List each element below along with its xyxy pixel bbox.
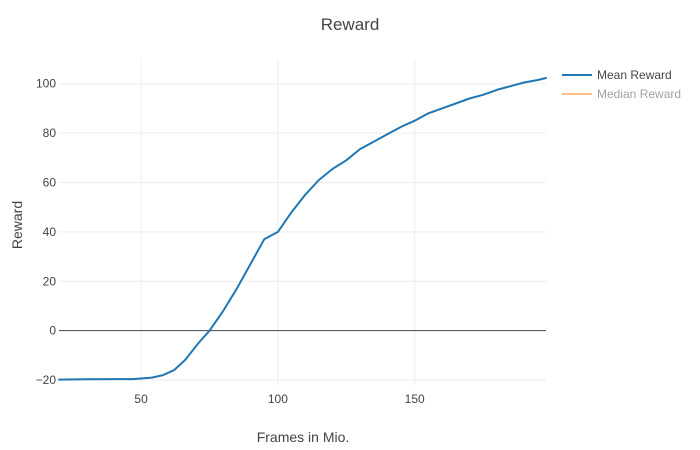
y-tick-label: 60 — [43, 175, 57, 189]
series-line — [58, 77, 547, 381]
legend[interactable]: Mean Reward Median Reward — [562, 68, 681, 101]
y-tick-label: 0 — [49, 324, 56, 338]
y-axis-title: Reward — [9, 201, 25, 249]
chart-title: Reward — [321, 15, 380, 34]
y-tick-label: 80 — [43, 126, 57, 140]
y-tick-label: 20 — [43, 274, 57, 288]
legend-item[interactable]: Mean Reward — [562, 68, 672, 82]
series-lines — [58, 77, 547, 381]
y-tick-label: 100 — [36, 77, 56, 91]
legend-label: Median Reward — [597, 87, 681, 101]
legend-item[interactable]: Median Reward — [562, 87, 681, 101]
x-axis-title: Frames in Mio. — [257, 429, 350, 445]
x-axis-ticks: 50 100 150 — [134, 392, 425, 406]
legend-label: Mean Reward — [597, 68, 672, 82]
x-tick-label: 100 — [268, 392, 288, 406]
x-tick-label: 150 — [405, 392, 425, 406]
y-tick-label: 40 — [43, 225, 57, 239]
grid — [59, 59, 546, 385]
x-tick-label: 50 — [134, 392, 148, 406]
y-tick-label: −20 — [36, 373, 57, 387]
y-axis-ticks: −20 0 20 40 60 80 100 — [36, 77, 57, 387]
